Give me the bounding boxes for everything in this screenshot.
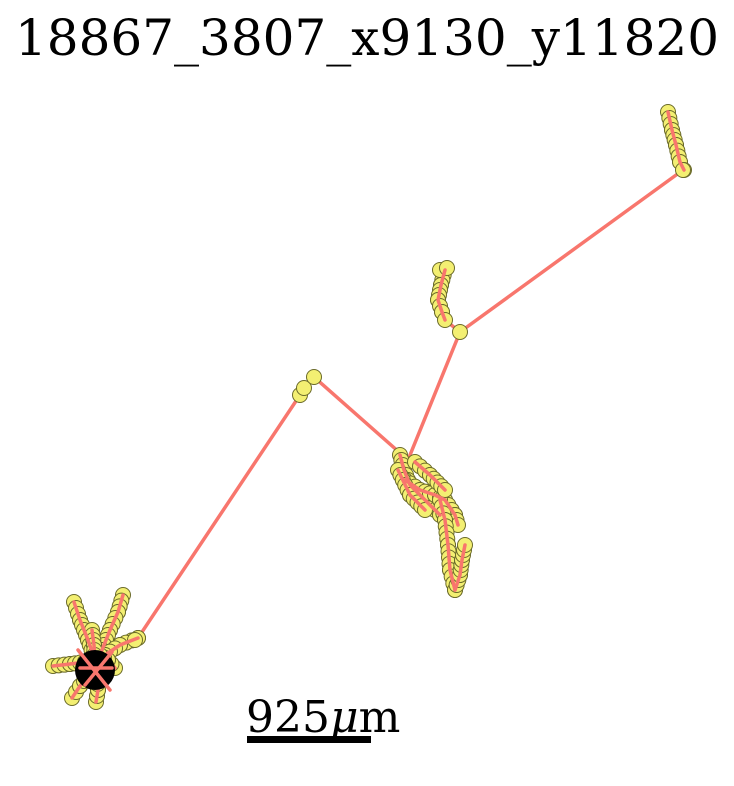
skeleton-node (452, 324, 468, 340)
skeleton-edges (136, 168, 685, 640)
skeleton-overlay (51, 110, 686, 704)
skeleton-edge (76, 648, 112, 692)
skeleton-node (296, 380, 312, 396)
scale-value: 925 (246, 692, 330, 743)
skeleton-branch (72, 600, 97, 662)
skeleton-edge (136, 393, 302, 640)
skeleton-branch (403, 478, 460, 527)
skeleton-branch (413, 460, 447, 492)
skeleton-branch (436, 268, 447, 322)
scale-unit-symbol: μ (329, 692, 359, 743)
skeleton-edge (458, 168, 685, 334)
scale-bar (247, 736, 371, 743)
skeleton-edge (406, 330, 462, 462)
scale-unit-suffix: m (358, 692, 401, 743)
skeleton-branch (396, 468, 427, 512)
skeleton-branch (438, 498, 457, 592)
skeleton-edge (312, 375, 410, 462)
plot-title: 18867_3807_x9130_y11820 (14, 9, 720, 67)
skeleton-nodes (45, 104, 692, 710)
skeleton-branch (453, 543, 467, 592)
skeleton-node (306, 369, 322, 385)
skeleton-branch (398, 453, 442, 517)
scale-bar-label: 925μm (246, 692, 400, 744)
skeleton-branch (666, 110, 686, 172)
skeleton-node (439, 260, 455, 276)
